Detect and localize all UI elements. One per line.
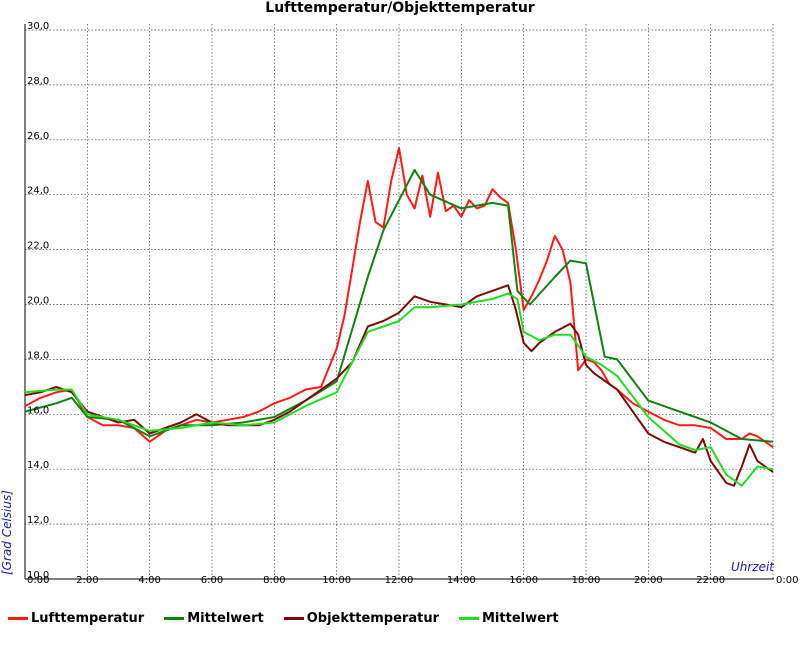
x-tick-label: 6:00	[201, 575, 223, 586]
series-line-mittelwert-luft	[24, 169, 774, 443]
legend: Lufttemperatur Mittelwert Objekttemperatur…	[8, 608, 579, 628]
legend-label: Objekttemperatur	[306, 610, 439, 626]
y-tick-label: 28,0	[27, 76, 49, 87]
x-tick-label: 4:00	[138, 575, 160, 586]
grid-lines	[24, 24, 774, 580]
y-tick-label: 22,0	[27, 241, 49, 252]
y-tick-label: 30,0	[27, 21, 49, 32]
x-tick-label: 22:00	[696, 575, 725, 586]
y-tick-label: 12,0	[27, 515, 49, 526]
y-tick-label: 14,0	[27, 460, 49, 471]
x-tick-label: 18:00	[572, 575, 601, 586]
legend-label: Mittelwert	[482, 610, 559, 626]
legend-item: Mittelwert	[459, 611, 559, 626]
legend-swatch	[164, 616, 185, 620]
x-tick-labels: 0:00 2:00 4:00 6:00 8:00 10:00 12:00 14:00 16:00…	[27, 575, 798, 586]
axes	[24, 24, 774, 580]
y-tick-label: 24,0	[27, 186, 49, 197]
x-tick-label: 0:00	[776, 575, 798, 586]
series-layer	[24, 147, 774, 487]
x-tick-label: 2:00	[76, 575, 98, 586]
y-tick-labels: 10,0 12,0 14,0 16,0 18,0 20,0 22,0 24,0 26,0 28,0…	[27, 21, 49, 581]
x-tick-label: 16:00	[509, 575, 538, 586]
legend-item: Mittelwert	[164, 611, 264, 626]
x-tick-label: 0:00	[27, 575, 49, 586]
legend-item: Lufttemperatur	[8, 611, 144, 626]
chart-title: Lufttemperatur/Objekttemperatur	[265, 0, 535, 16]
y-tick-label: 16,0	[27, 405, 49, 416]
x-tick-label: 10:00	[322, 575, 351, 586]
series-line-mittelwert-objekt	[24, 292, 774, 487]
y-axis-title: [Grad Celsius]	[0, 490, 14, 575]
x-tick-label: 20:00	[634, 575, 663, 586]
legend-swatch	[283, 616, 304, 620]
legend-label: Mittelwert	[187, 610, 264, 626]
y-tick-label: 26,0	[27, 131, 49, 142]
x-tick-label: 14:00	[447, 575, 476, 586]
legend-label: Lufttemperatur	[31, 610, 145, 626]
y-tick-label: 18,0	[27, 350, 49, 361]
y-tick-label: 10,0	[27, 570, 49, 581]
x-tick-label: 12:00	[385, 575, 414, 586]
x-tick-label: 8:00	[263, 575, 285, 586]
legend-swatch	[8, 616, 28, 620]
y-tick-label: 20,0	[27, 296, 49, 307]
x-axis-title: Uhrzeit	[731, 560, 775, 574]
legend-item: Objekttemperatur	[283, 610, 439, 626]
legend-swatch	[459, 616, 479, 620]
